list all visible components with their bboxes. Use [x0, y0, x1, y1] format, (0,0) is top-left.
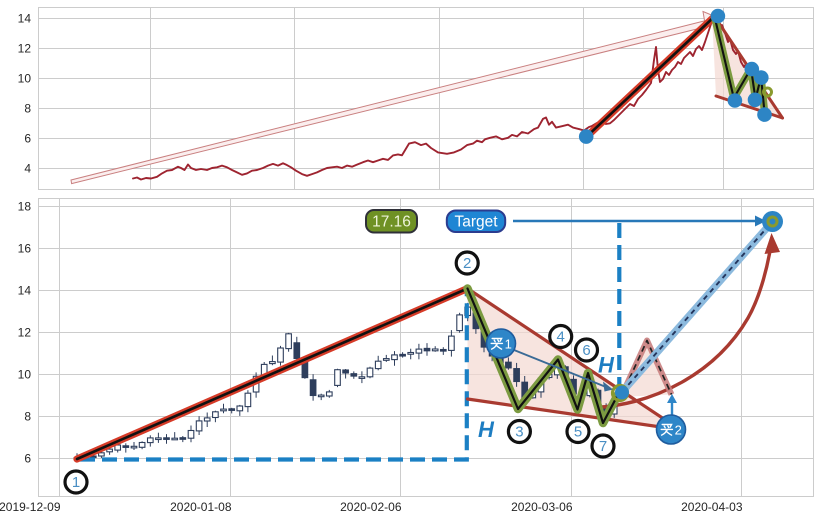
svg-text:8: 8: [24, 102, 31, 116]
svg-text:4: 4: [557, 329, 565, 346]
svg-text:2: 2: [463, 255, 471, 272]
svg-text:10: 10: [18, 72, 32, 86]
svg-text:12: 12: [18, 326, 32, 340]
svg-text:6: 6: [24, 132, 31, 146]
svg-text:6: 6: [24, 452, 31, 466]
svg-text:4: 4: [24, 162, 31, 176]
svg-text:14: 14: [18, 12, 32, 26]
svg-text:3: 3: [515, 424, 523, 441]
svg-text:7: 7: [599, 438, 607, 455]
svg-text:Target: Target: [454, 214, 498, 231]
svg-text:6: 6: [582, 342, 590, 359]
svg-text:H: H: [598, 353, 615, 378]
svg-text:H: H: [478, 417, 495, 442]
svg-text:2019-12-09: 2019-12-09: [0, 500, 61, 514]
svg-text:18: 18: [18, 200, 32, 214]
svg-text:16: 16: [18, 242, 32, 256]
svg-text:10: 10: [18, 368, 32, 382]
svg-text:2020-02-06: 2020-02-06: [340, 500, 402, 514]
svg-text:2020-04-03: 2020-04-03: [681, 500, 743, 514]
svg-text:2020-01-08: 2020-01-08: [170, 500, 232, 514]
svg-text:8: 8: [24, 410, 31, 424]
svg-text:12: 12: [18, 42, 32, 56]
svg-text:2: 2: [675, 422, 682, 437]
svg-text:1: 1: [505, 336, 512, 351]
svg-text:17.16: 17.16: [372, 214, 411, 231]
svg-text:14: 14: [18, 284, 32, 298]
svg-text:2020-03-06: 2020-03-06: [511, 500, 573, 514]
svg-text:5: 5: [574, 424, 582, 441]
svg-text:1: 1: [72, 474, 80, 491]
